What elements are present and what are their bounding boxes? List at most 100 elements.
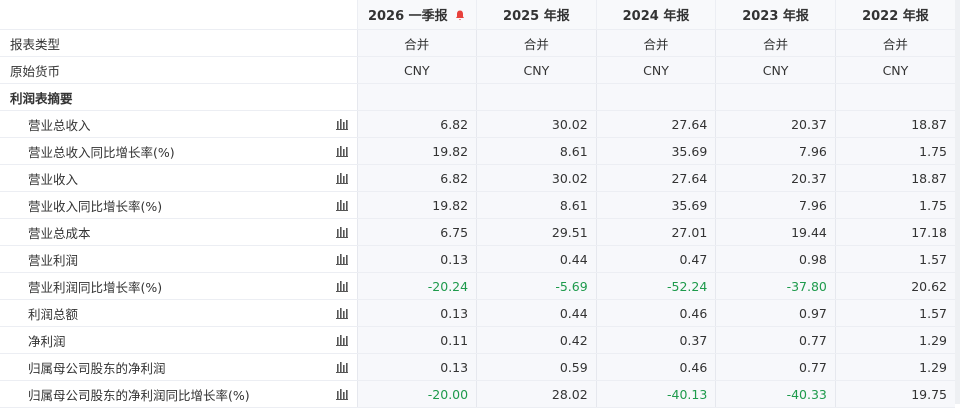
value-cell: 0.77: [715, 326, 836, 354]
column-header: 2026 一季报: [356, 0, 477, 30]
value-cell: 0.98: [715, 245, 836, 273]
column-header: 2023 年报: [715, 0, 836, 30]
table-row: 报表类型 合并 合并 合并 合并 合并: [0, 29, 955, 57]
value-cell: 0.44: [476, 245, 597, 273]
row-label: 营业收入: [0, 164, 357, 192]
header-row: 2026 一季报 2025 年报 2024 年报 2023 年报 2022 年报: [0, 0, 955, 30]
value-cell: 19.44: [715, 218, 836, 246]
value-cell: 0.47: [595, 245, 716, 273]
value-cell: 0.13: [356, 353, 477, 381]
value-cell: 0.59: [476, 353, 597, 381]
value-cell: 17.18: [834, 218, 955, 246]
value-cell: 6.82: [356, 164, 477, 192]
value-cell: 1.75: [834, 137, 955, 165]
bell-icon[interactable]: [454, 9, 466, 21]
table-row: 营业利润 0.13 0.44 0.47 0.98 1.57: [0, 245, 955, 273]
table-row: 营业总收入 6.82 30.02 27.64 20.37 18.87: [0, 110, 955, 138]
value-cell: CNY: [476, 56, 597, 84]
row-label: 归属母公司股东的净利润: [0, 353, 357, 381]
value-cell: 30.02: [476, 110, 597, 138]
value-cell: 19.82: [356, 137, 477, 165]
value-cell: -40.33: [715, 380, 836, 408]
section-row: 利润表摘要: [0, 83, 955, 111]
row-label: 营业收入同比增长率(%): [0, 191, 357, 219]
chart-icon[interactable]: [336, 172, 348, 184]
value-cell: 0.37: [595, 326, 716, 354]
value-cell: 19.82: [356, 191, 477, 219]
row-label: 净利润: [0, 326, 357, 354]
value-cell: 30.02: [476, 164, 597, 192]
table-row: 归属母公司股东的净利润 0.13 0.59 0.46 0.77 1.29: [0, 353, 955, 381]
row-label: 报表类型: [0, 29, 357, 57]
value-cell: [595, 83, 716, 111]
chart-icon[interactable]: [336, 334, 348, 346]
value-cell: 8.61: [476, 137, 597, 165]
table-row: 利润总额 0.13 0.44 0.46 0.97 1.57: [0, 299, 955, 327]
value-cell: 18.87: [834, 164, 955, 192]
value-cell: [834, 83, 955, 111]
chart-icon[interactable]: [336, 253, 348, 265]
chart-icon[interactable]: [336, 199, 348, 211]
value-cell: 合并: [595, 29, 716, 57]
value-cell: 27.64: [595, 110, 716, 138]
value-cell: 合并: [715, 29, 836, 57]
value-cell: 7.96: [715, 137, 836, 165]
value-cell: 合并: [476, 29, 597, 57]
row-label: 归属母公司股东的净利润同比增长率(%): [0, 380, 357, 408]
chart-icon[interactable]: [336, 388, 348, 400]
value-cell: 0.11: [356, 326, 477, 354]
value-cell: 20.62: [834, 272, 955, 300]
value-cell: CNY: [715, 56, 836, 84]
value-cell: 19.75: [834, 380, 955, 408]
table-row: 原始货币 CNY CNY CNY CNY CNY: [0, 56, 955, 84]
value-cell: -20.00: [356, 380, 477, 408]
value-cell: [715, 83, 836, 111]
chart-icon[interactable]: [336, 307, 348, 319]
value-cell: CNY: [356, 56, 477, 84]
chart-icon[interactable]: [336, 118, 348, 130]
chart-icon[interactable]: [336, 226, 348, 238]
value-cell: CNY: [595, 56, 716, 84]
value-cell: 27.01: [595, 218, 716, 246]
value-cell: 1.57: [834, 299, 955, 327]
column-title: 2023 年报: [742, 9, 809, 24]
row-label: 原始货币: [0, 56, 357, 84]
value-cell: -20.24: [356, 272, 477, 300]
column-title: 2025 年报: [503, 9, 570, 24]
value-cell: 29.51: [476, 218, 597, 246]
table-row: 归属母公司股东的净利润同比增长率(%) -20.00 28.02 -40.13 -40.…: [0, 380, 955, 408]
row-label: 利润总额: [0, 299, 357, 327]
value-cell: 6.75: [356, 218, 477, 246]
value-cell: 20.37: [715, 164, 836, 192]
row-label: 营业总收入同比增长率(%): [0, 137, 357, 165]
table-row: 营业总成本 6.75 29.51 27.01 19.44 17.18: [0, 218, 955, 246]
value-cell: 0.44: [476, 299, 597, 327]
value-cell: 0.97: [715, 299, 836, 327]
scrollbar[interactable]: [955, 0, 960, 404]
row-label: 营业利润同比增长率(%): [0, 272, 357, 300]
value-cell: 0.77: [715, 353, 836, 381]
value-cell: -37.80: [715, 272, 836, 300]
value-cell: 8.61: [476, 191, 597, 219]
value-cell: 1.57: [834, 245, 955, 273]
value-cell: 0.46: [595, 353, 716, 381]
table-row: 营业收入 6.82 30.02 27.64 20.37 18.87: [0, 164, 955, 192]
value-cell: 35.69: [595, 191, 716, 219]
value-cell: 0.42: [476, 326, 597, 354]
chart-icon[interactable]: [336, 145, 348, 157]
value-cell: 7.96: [715, 191, 836, 219]
chart-icon[interactable]: [336, 280, 348, 292]
table-row: 营业总收入同比增长率(%) 19.82 8.61 35.69 7.96 1.75: [0, 137, 955, 165]
column-header: 2022 年报: [834, 0, 955, 30]
value-cell: 1.29: [834, 353, 955, 381]
value-cell: CNY: [834, 56, 955, 84]
column-title: 2022 年报: [862, 9, 929, 24]
value-cell: 6.82: [356, 110, 477, 138]
value-cell: [476, 83, 597, 111]
row-label: 营业利润: [0, 245, 357, 273]
value-cell: -52.24: [595, 272, 716, 300]
row-label: 营业总收入: [0, 110, 357, 138]
chart-icon[interactable]: [336, 361, 348, 373]
